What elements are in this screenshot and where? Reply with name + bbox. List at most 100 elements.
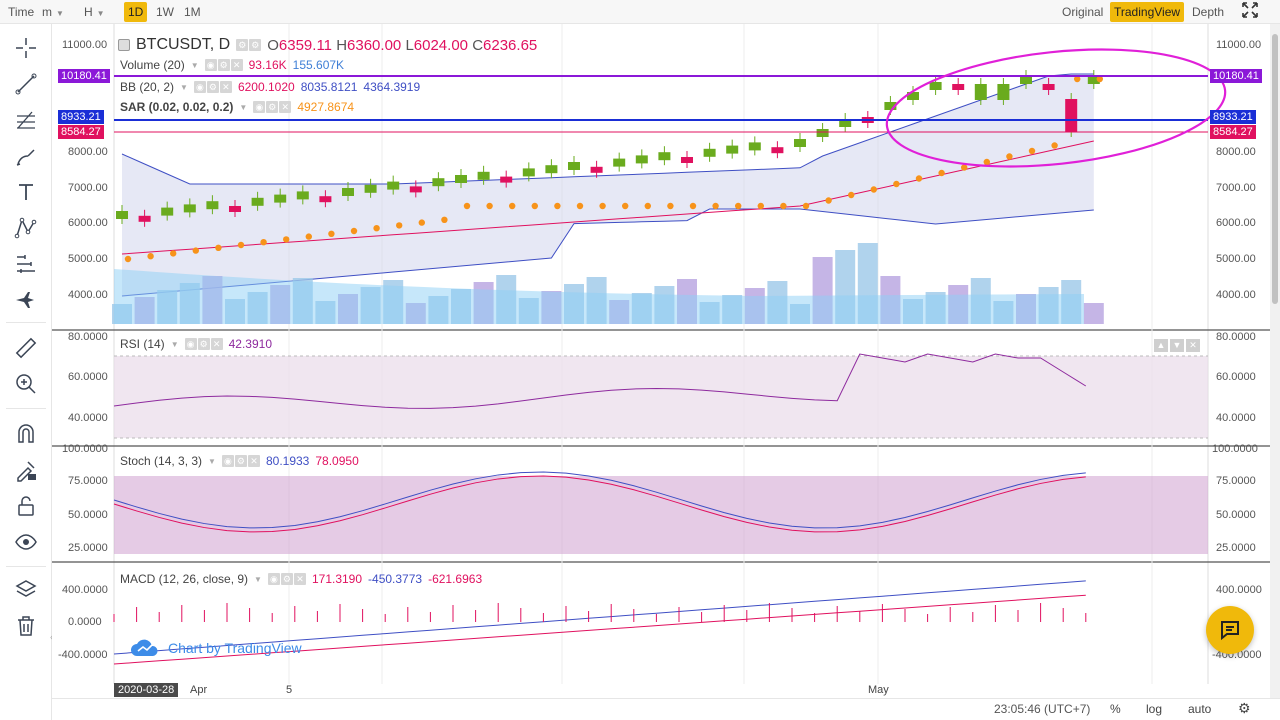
close-icon[interactable]: ✕ — [210, 338, 223, 350]
trend-line-icon[interactable] — [10, 70, 42, 98]
layers-icon[interactable] — [10, 576, 42, 604]
eye-icon[interactable]: ◉ — [221, 455, 234, 467]
sar-dot — [961, 164, 968, 171]
y-tick-right: 8000.00 — [1216, 146, 1256, 158]
stoch-tick-left: 50.0000 — [68, 509, 108, 521]
price-tag-blue-right: 8933.21 — [1210, 110, 1256, 124]
arrow-down-icon[interactable]: ▼ — [1170, 339, 1184, 352]
interval-1d-button[interactable]: 1D — [124, 2, 148, 22]
chart-canvas[interactable] — [52, 24, 1270, 698]
minute-interval-dropdown[interactable]: m ▼ — [38, 2, 68, 22]
unlock-icon[interactable] — [10, 492, 42, 520]
settings-icon[interactable]: ⚙ — [234, 455, 247, 467]
close-icon[interactable]: ✕ — [279, 101, 292, 113]
sar-dot — [373, 225, 380, 232]
pane-controls[interactable]: ▲ ▼ ✕ — [1154, 339, 1200, 352]
hour-interval-dropdown[interactable]: H ▼ — [80, 2, 109, 22]
rsi-band — [114, 356, 1208, 438]
clock-display[interactable]: 23:05:46 (UTC+7) — [994, 702, 1091, 716]
rsi-tick-right: 80.0000 — [1216, 331, 1256, 343]
fullscreen-icon[interactable] — [1238, 2, 1262, 22]
text-tool-icon[interactable] — [10, 178, 42, 206]
close-icon[interactable]: ✕ — [230, 59, 243, 71]
chevron-down-icon[interactable]: ▼ — [239, 102, 248, 112]
chevron-down-icon[interactable]: ▼ — [180, 82, 188, 92]
indicator-buttons[interactable]: ◉ ⚙ ✕ — [184, 338, 223, 350]
indicator-buttons[interactable]: ◉ ⚙ ✕ — [193, 81, 232, 93]
close-icon[interactable]: ✕ — [219, 81, 232, 93]
zoom-in-icon[interactable] — [10, 370, 42, 398]
scrollbar-thumb[interactable] — [1272, 34, 1278, 304]
interval-1m-button[interactable]: 1M — [184, 5, 201, 19]
gear-icon[interactable]: ⚙ — [1238, 700, 1251, 716]
indicator-buttons[interactable]: ◉ ⚙ ✕ — [267, 573, 306, 585]
candle — [116, 211, 128, 219]
rsi-tick-left: 40.0000 — [68, 412, 108, 424]
sar-dot — [757, 202, 764, 210]
lock-drawing-icon[interactable] — [10, 456, 42, 484]
auto-scale-button[interactable]: auto — [1188, 702, 1212, 716]
settings-icon[interactable]: ⚙ — [249, 39, 262, 51]
settings-icon[interactable]: ⚙ — [206, 81, 219, 93]
tradingview-watermark[interactable]: Chart by TradingView — [130, 638, 302, 658]
legend-buttons[interactable]: ⚙ ⚙ — [236, 39, 262, 51]
bb-basis-line — [121, 140, 1094, 255]
candle — [455, 175, 467, 183]
chevron-down-icon[interactable]: ▼ — [254, 574, 262, 584]
indicator-buttons[interactable]: ◉ ⚙ ✕ — [204, 59, 243, 71]
page-scrollbar[interactable] — [1270, 24, 1280, 698]
log-scale-button[interactable]: log — [1146, 702, 1163, 716]
candle — [274, 194, 287, 203]
indicator-buttons[interactable]: ◉ ⚙ ✕ — [221, 455, 260, 467]
brush-icon[interactable] — [10, 142, 42, 170]
close-icon[interactable]: ✕ — [1186, 339, 1200, 352]
chevron-down-icon[interactable]: ▼ — [190, 60, 199, 70]
close-icon[interactable]: ✕ — [293, 573, 306, 585]
eye-icon[interactable]: ◉ — [267, 573, 280, 585]
candle — [319, 196, 332, 203]
settings-icon[interactable]: ⚙ — [197, 338, 210, 350]
collapse-legend-icon[interactable] — [118, 39, 130, 51]
chevron-down-icon: ▼ — [56, 9, 64, 18]
view-depth-button[interactable]: Depth — [1192, 5, 1225, 19]
eye-icon[interactable]: ◉ — [193, 81, 206, 93]
candle — [500, 176, 513, 183]
settings-icon[interactable]: ⚙ — [266, 101, 279, 113]
view-original-button[interactable]: Original — [1062, 5, 1104, 19]
eye-icon[interactable] — [10, 528, 42, 556]
chat-button[interactable] — [1206, 606, 1254, 654]
volume-ma-area — [114, 269, 1084, 324]
macd-tick-left: -400.0000 — [58, 649, 108, 661]
prediction-icon[interactable] — [10, 250, 42, 278]
volume-ma-value: 155.607K — [292, 58, 345, 72]
eye-icon[interactable]: ◉ — [253, 101, 266, 113]
percent-scale-button[interactable]: % — [1110, 702, 1121, 716]
candle — [590, 166, 603, 173]
eye-icon[interactable]: ◉ — [184, 338, 197, 350]
ruler-icon[interactable] — [10, 334, 42, 362]
settings-icon[interactable]: ⚙ — [217, 59, 230, 71]
interval-1w-button[interactable]: 1W — [156, 5, 174, 19]
stoch-tick-left: 75.0000 — [68, 475, 108, 487]
sar-dot — [396, 222, 403, 229]
high-label: H — [336, 36, 348, 54]
settings-icon[interactable]: ⚙ — [280, 573, 293, 585]
fib-retracement-icon[interactable] — [10, 106, 42, 134]
chevron-down-icon[interactable]: ▼ — [208, 456, 216, 466]
rsi-tick-right: 60.0000 — [1216, 371, 1256, 383]
magnet-icon[interactable] — [10, 420, 42, 448]
toolbar-collapse-handle[interactable]: ‹ — [50, 632, 54, 643]
chevron-down-icon[interactable]: ▼ — [170, 339, 179, 349]
eye-icon[interactable]: ◉ — [204, 59, 217, 71]
arrow-up-icon[interactable]: ▲ — [1154, 339, 1168, 352]
icon-tool-icon[interactable] — [10, 286, 42, 314]
crosshair-icon[interactable] — [10, 34, 42, 62]
close-icon[interactable]: ✕ — [247, 455, 260, 467]
pattern-icon[interactable] — [10, 214, 42, 242]
view-tradingview-button[interactable]: TradingView — [1110, 2, 1185, 22]
trash-icon[interactable] — [10, 612, 42, 640]
candle — [138, 215, 151, 222]
volume-legend: Volume (20) ▼ ◉ ⚙ ✕ 93.16K 155.607K — [120, 58, 344, 72]
settings-icon[interactable]: ⚙ — [236, 39, 249, 51]
indicator-buttons[interactable]: ◉ ⚙ ✕ — [253, 101, 292, 113]
